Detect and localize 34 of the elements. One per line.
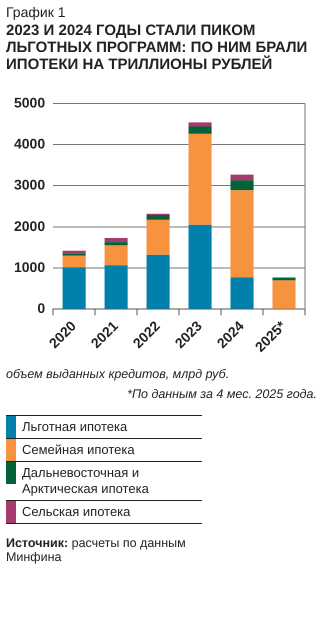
y-tick-label: 0 [37, 300, 46, 316]
bar [104, 265, 128, 309]
chart-title: 2023 И 2024 ГОДЫ СТАЛИ ПИКОМ ЛЬГОТНЫХ ПРОГРАММ: ПО НИМ БРАЛИ ИПОТЕКИ НА ТРИЛЛИОНЫ РУБЛЕЙ [6, 22, 308, 73]
bar [146, 220, 170, 255]
bar [104, 242, 128, 246]
bar [188, 122, 212, 126]
bar [146, 214, 170, 220]
legend-label: Дальневосточная и Арктическая ипотека [21, 464, 150, 498]
text: объем выданных кредитов, млрд руб. [6, 367, 230, 381]
bar [188, 224, 212, 309]
bar [188, 126, 212, 134]
bar [146, 254, 170, 309]
chart-subtitle: График 1 [6, 4, 67, 20]
bar [62, 267, 86, 309]
legend-label: Сельская ипотека [21, 503, 132, 521]
bar [104, 238, 128, 242]
y-tick-label: 5000 [14, 94, 46, 110]
y-tick-label: 2000 [14, 218, 46, 234]
legend-label: Льготная ипотека [21, 418, 128, 436]
y-tick-label: 3000 [14, 176, 46, 193]
bar [188, 134, 212, 225]
y-tick-label: 4000 [14, 135, 46, 152]
legend-label: Семейная ипотека [21, 441, 136, 459]
text: *По данным за 4 мес. 2025 года. [126, 387, 317, 401]
bar [230, 278, 254, 309]
bar [230, 190, 254, 278]
text: Источник: расчеты по данным Минфина [6, 536, 187, 564]
bar [230, 180, 254, 190]
y-tick-label: 1000 [14, 258, 46, 275]
bar [230, 174, 254, 180]
bar [272, 278, 296, 280]
bar [62, 256, 86, 268]
bar [272, 280, 296, 309]
bar [104, 245, 128, 266]
